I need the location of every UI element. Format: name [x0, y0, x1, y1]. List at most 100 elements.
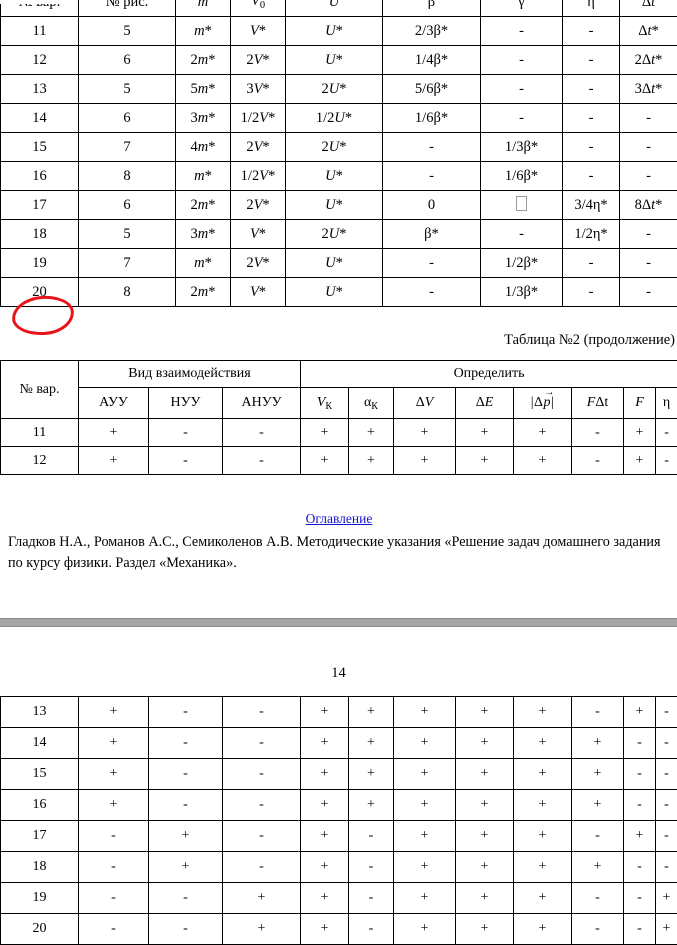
cell-dt: - [620, 133, 677, 162]
cell-dt: 3Δt* [620, 75, 677, 104]
cell-var: 17 [1, 191, 79, 220]
cell-u: 2U* [286, 220, 383, 249]
cell-variant: 18 [1, 852, 79, 883]
cell-value-5: + [394, 419, 456, 447]
determine-table-continued: 13+--+++++-+-14+--++++++--15+--++++++--1… [0, 696, 677, 945]
cell-value-4: + [349, 447, 394, 475]
cell-u: U* [286, 46, 383, 75]
cell-value-3: + [301, 728, 349, 759]
cell-var: 15 [1, 133, 79, 162]
cell-variant: 15 [1, 759, 79, 790]
cell-value-5: + [394, 821, 456, 852]
column-header-determine-4: |Δp| [514, 388, 572, 419]
cell-value-10: + [656, 914, 677, 945]
cell-value-2: - [223, 447, 301, 475]
cell-value-4: - [349, 821, 394, 852]
cell-v0: V* [231, 220, 286, 249]
cell-value-3: + [301, 883, 349, 914]
table-of-contents-link[interactable]: Оглавление [306, 511, 373, 526]
cell-value-10: - [656, 759, 677, 790]
column-header-determine-1: αК [349, 388, 394, 419]
cell-value-1: - [149, 883, 223, 914]
cell-u: 1/2U* [286, 104, 383, 133]
cell-v0: V* [231, 17, 286, 46]
cell-v0: 3V* [231, 75, 286, 104]
column-header-determine-3: ΔE [456, 388, 514, 419]
column-header-interaction-0: АУУ [79, 388, 149, 419]
group-header-determine: Определить [301, 361, 677, 388]
cell-value-10: - [656, 728, 677, 759]
column-header-determine-7: η [656, 388, 677, 419]
cell-variant: 12 [1, 447, 79, 475]
cell-beta: 2/3β* [383, 17, 481, 46]
cell-value-5: + [394, 790, 456, 821]
cell-beta: - [383, 278, 481, 307]
cell-gamma: 1/6β* [481, 162, 563, 191]
cell-value-3: + [301, 447, 349, 475]
cell-value-3: + [301, 790, 349, 821]
cell-value-1: + [149, 852, 223, 883]
cell-value-0: - [79, 883, 149, 914]
cell-value-1: - [149, 697, 223, 728]
cell-fig: 7 [79, 133, 176, 162]
cell-v0: 1/2V* [231, 162, 286, 191]
cell-value-6: + [456, 728, 514, 759]
cell-value-7: + [514, 728, 572, 759]
cell-value-6: + [456, 697, 514, 728]
table-row: 19--++-+++--+ [1, 883, 677, 914]
cell-beta: - [383, 162, 481, 191]
cell-m: m* [176, 249, 231, 278]
cell-u: U* [286, 17, 383, 46]
cell-value-2: + [223, 883, 301, 914]
cell-beta: 1/4β* [383, 46, 481, 75]
column-header-7: η [563, 0, 620, 17]
cell-u: U* [286, 278, 383, 307]
cell-value-4: + [349, 419, 394, 447]
cell-fig: 6 [79, 191, 176, 220]
cell-value-7: + [514, 447, 572, 475]
cell-dt: - [620, 278, 677, 307]
cell-m: m* [176, 162, 231, 191]
cell-value-4: + [349, 759, 394, 790]
cell-variant: 16 [1, 790, 79, 821]
cell-fig: 5 [79, 17, 176, 46]
cell-fig: 6 [79, 104, 176, 133]
cell-value-9: - [624, 728, 656, 759]
cell-value-4: - [349, 883, 394, 914]
cell-value-2: - [223, 419, 301, 447]
cell-u: U* [286, 162, 383, 191]
cell-gamma: - [481, 17, 563, 46]
cell-variant: 14 [1, 728, 79, 759]
cell-value-9: + [624, 697, 656, 728]
cell-var: 16 [1, 162, 79, 191]
cell-var: 14 [1, 104, 79, 133]
column-header-8: Δt [620, 0, 677, 17]
cell-value-3: + [301, 914, 349, 945]
cell-value-3: + [301, 697, 349, 728]
cell-eta: 3/4η* [563, 191, 620, 220]
cell-value-3: + [301, 759, 349, 790]
cell-gamma: - [481, 220, 563, 249]
column-header-5: β [383, 0, 481, 17]
table-caption: Таблица №2 (продолжение) [504, 332, 675, 349]
cell-eta: - [563, 133, 620, 162]
cell-variant: 20 [1, 914, 79, 945]
cell-u: U* [286, 249, 383, 278]
cell-value-0: + [79, 728, 149, 759]
cell-value-7: + [514, 821, 572, 852]
cell-var: 19 [1, 249, 79, 278]
cell-value-10: - [656, 419, 677, 447]
cell-value-2: - [223, 852, 301, 883]
cell-value-2: - [223, 728, 301, 759]
cell-fig: 8 [79, 278, 176, 307]
cell-value-7: + [514, 852, 572, 883]
cell-value-0: + [79, 419, 149, 447]
cell-v0: 2V* [231, 133, 286, 162]
cell-value-1: - [149, 419, 223, 447]
cell-value-5: + [394, 728, 456, 759]
cell-value-1: - [149, 914, 223, 945]
cell-m: 3m* [176, 104, 231, 133]
